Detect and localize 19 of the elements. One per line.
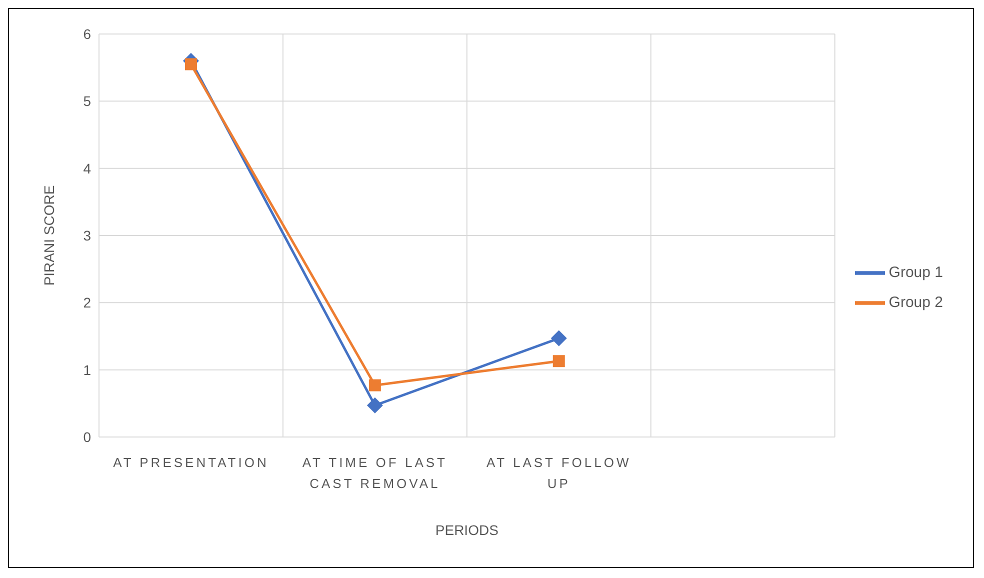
x-tick-label: AT PRESENTATION: [113, 455, 269, 470]
y-tick-label: 1: [83, 362, 92, 378]
y-axis-title: PIRANI SCORE: [40, 185, 57, 286]
x-tick-label: AT LAST FOLLOW UP: [486, 455, 632, 491]
y-tick-label: 3: [83, 227, 92, 244]
point: [184, 58, 197, 70]
point: [368, 379, 381, 392]
x-tick-label: AT TIME OF LAST CAST REMOVAL: [302, 455, 448, 491]
point: [552, 355, 565, 368]
y-tick-label: 0: [83, 428, 92, 445]
legend-label: Group 2: [888, 294, 943, 311]
point: [550, 330, 567, 346]
y-tick-label: 2: [83, 294, 92, 311]
y-tick-label: 5: [83, 93, 92, 110]
legend-label: Group 1: [888, 264, 943, 281]
y-tick-label: 6: [83, 26, 92, 42]
x-axis-title: PERIODS: [435, 522, 498, 538]
y-tick-label: 4: [83, 160, 92, 176]
point: [366, 397, 383, 414]
